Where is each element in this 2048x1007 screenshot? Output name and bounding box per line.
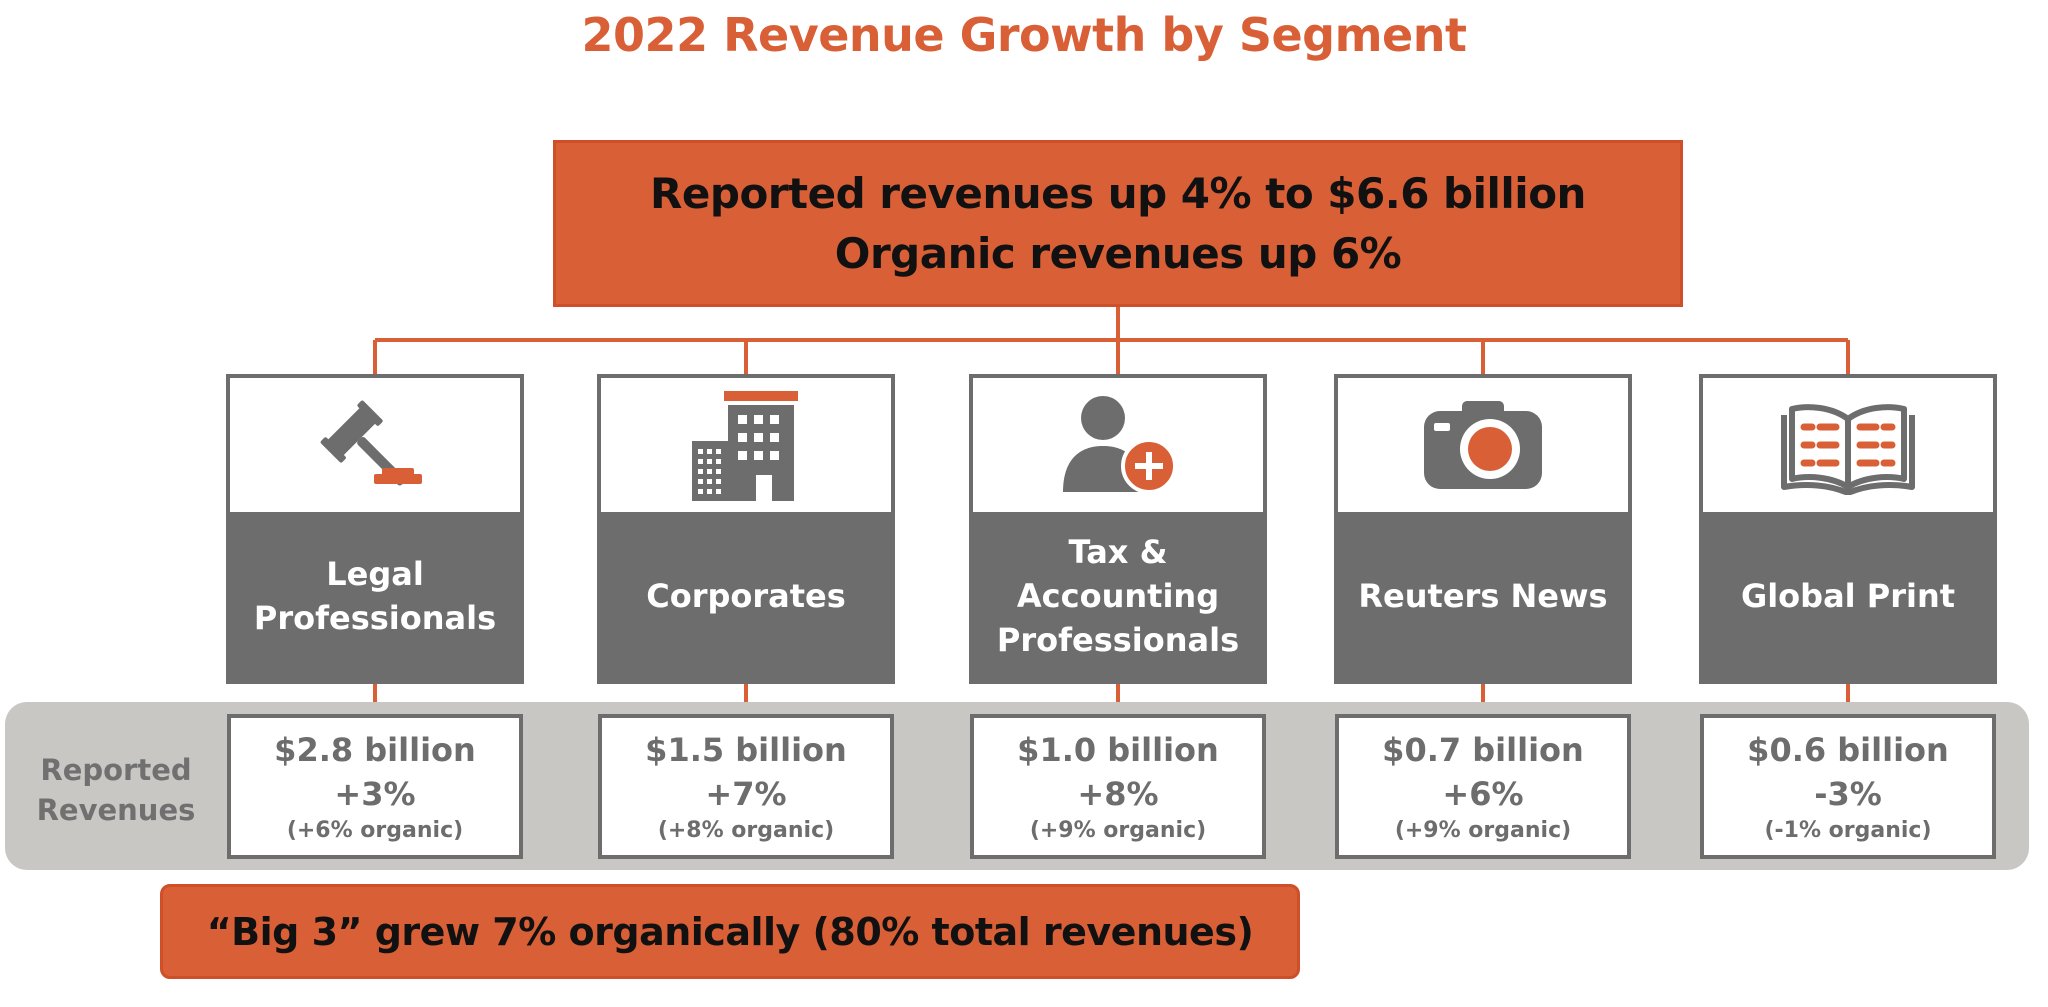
segment-name: Global Print bbox=[1703, 512, 1993, 680]
revenue-card-global-print: $0.6 billion -3% (-1% organic) bbox=[1700, 714, 1996, 859]
person-plus-icon bbox=[1063, 396, 1177, 494]
revenue-organic: (+9% organic) bbox=[1029, 817, 1207, 843]
revenue-card-reuters-news: $0.7 billion +6% (+9% organic) bbox=[1335, 714, 1631, 859]
revenue-amount: $1.5 billion bbox=[645, 730, 847, 769]
big-three-callout: “Big 3” grew 7% organically (80% total r… bbox=[160, 884, 1300, 979]
segment-name: Legal Professionals bbox=[230, 512, 520, 680]
segment-name-line-1: Corporates bbox=[646, 577, 846, 615]
segment-name-line-2: Professionals bbox=[253, 599, 497, 637]
summary-line-2: Organic revenues up 6% bbox=[834, 228, 1402, 278]
big-three-text: “Big 3” grew 7% organically (80% total r… bbox=[206, 909, 1254, 954]
segment-name-line-1: Global Print bbox=[1740, 577, 1956, 615]
revenue-growth: +6% bbox=[1442, 774, 1524, 813]
segment-name: Corporates bbox=[601, 512, 891, 680]
segment-name-line-1: Reuters News bbox=[1358, 577, 1608, 615]
segment-name-line-1: Tax & Accounting bbox=[1016, 533, 1220, 615]
revenue-card-corporates: $1.5 billion +7% (+8% organic) bbox=[598, 714, 894, 859]
revenue-card-tax-accounting: $1.0 billion +8% (+9% organic) bbox=[970, 714, 1266, 859]
segment-card-corporates: Corporates bbox=[597, 374, 895, 684]
segment-icon-area bbox=[1338, 378, 1628, 512]
revenue-growth: +8% bbox=[1077, 774, 1159, 813]
summary-line-1: Reported revenues up 4% to $6.6 billion bbox=[650, 168, 1586, 218]
revenue-amount: $0.7 billion bbox=[1382, 730, 1584, 769]
segment-card-tax-accounting: Tax & Accounting Professionals bbox=[969, 374, 1267, 684]
revenue-card-legal: $2.8 billion +3% (+6% organic) bbox=[227, 714, 523, 859]
revenue-growth: +3% bbox=[334, 774, 416, 813]
office-building-icon bbox=[692, 391, 798, 501]
revenue-organic: (+6% organic) bbox=[286, 817, 464, 843]
revenue-amount: $2.8 billion bbox=[274, 730, 476, 769]
band-label-line-2: Revenues bbox=[36, 793, 196, 827]
band-label: Reported Revenues bbox=[18, 750, 214, 830]
segment-icon-area bbox=[230, 378, 520, 512]
revenue-amount: $1.0 billion bbox=[1017, 730, 1219, 769]
segment-name-line-2: Professionals bbox=[996, 621, 1240, 659]
camera-icon bbox=[1424, 401, 1542, 489]
revenue-organic: (+9% organic) bbox=[1394, 817, 1572, 843]
segment-name: Tax & Accounting Professionals bbox=[973, 512, 1263, 680]
segment-icon-area bbox=[1703, 378, 1993, 512]
revenue-organic: (-1% organic) bbox=[1764, 817, 1932, 843]
revenue-organic: (+8% organic) bbox=[657, 817, 835, 843]
segment-name: Reuters News bbox=[1338, 512, 1628, 680]
revenue-amount: $0.6 billion bbox=[1747, 730, 1949, 769]
segment-icon-area bbox=[601, 378, 891, 512]
segment-card-legal: Legal Professionals bbox=[226, 374, 524, 684]
segment-card-reuters-news: Reuters News bbox=[1334, 374, 1632, 684]
gavel-icon bbox=[320, 400, 422, 486]
revenue-growth: -3% bbox=[1814, 774, 1882, 813]
segment-name-line-1: Legal bbox=[326, 555, 424, 593]
segment-card-global-print: Global Print bbox=[1699, 374, 1997, 684]
band-label-line-1: Reported bbox=[40, 753, 192, 787]
revenue-growth: +7% bbox=[705, 774, 787, 813]
open-book-icon bbox=[1781, 404, 1915, 495]
summary-box: Reported revenues up 4% to $6.6 billion … bbox=[553, 140, 1683, 307]
page-title: 2022 Revenue Growth by Segment bbox=[581, 8, 1467, 62]
segment-icon-area bbox=[973, 378, 1263, 512]
